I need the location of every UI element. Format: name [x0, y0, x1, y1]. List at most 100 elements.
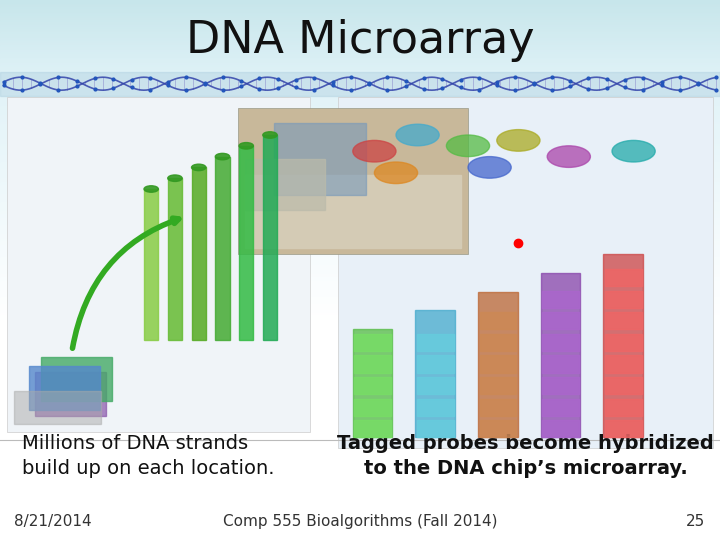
Bar — [0, 177, 720, 178]
Bar — [7, 97, 310, 432]
Bar — [0, 209, 720, 211]
Bar — [0, 169, 720, 171]
Bar — [0, 231, 720, 232]
Ellipse shape — [446, 135, 490, 157]
Bar — [0, 212, 720, 214]
Bar — [0, 200, 720, 201]
Bar — [0, 482, 720, 484]
Bar — [0, 389, 720, 390]
Bar — [353, 329, 392, 437]
Ellipse shape — [168, 175, 182, 181]
Bar — [0, 185, 720, 187]
Bar — [0, 166, 720, 167]
Bar — [0, 77, 720, 79]
Bar — [0, 450, 720, 452]
Bar — [0, 484, 720, 486]
Bar — [0, 119, 720, 120]
Bar — [0, 263, 720, 265]
Bar — [0, 308, 720, 309]
Ellipse shape — [374, 162, 418, 184]
Bar — [0, 423, 720, 425]
Bar — [0, 292, 720, 293]
Bar — [417, 334, 454, 351]
Bar — [0, 9, 720, 11]
Bar — [354, 355, 391, 373]
Bar — [0, 498, 720, 501]
Bar — [0, 56, 720, 58]
Bar — [0, 441, 720, 443]
Bar — [0, 131, 720, 133]
Bar — [0, 299, 720, 301]
Bar — [0, 508, 720, 509]
Bar — [0, 427, 720, 428]
Bar — [0, 538, 720, 540]
Bar — [0, 328, 720, 329]
Bar — [0, 144, 720, 146]
Text: 25: 25 — [686, 514, 706, 529]
Bar — [0, 191, 720, 193]
Bar — [0, 38, 720, 39]
Bar — [0, 396, 720, 398]
Bar — [0, 528, 720, 529]
Bar — [0, 347, 720, 349]
Bar — [0, 120, 720, 123]
Bar — [605, 334, 642, 351]
Bar — [0, 171, 720, 173]
Bar — [0, 211, 720, 212]
Bar — [0, 99, 720, 101]
Bar — [542, 420, 579, 437]
Bar — [0, 525, 720, 528]
Ellipse shape — [497, 130, 540, 151]
Bar — [0, 506, 720, 508]
Bar — [0, 380, 720, 382]
Bar — [0, 187, 720, 189]
Bar — [603, 254, 643, 437]
Bar — [0, 265, 720, 266]
Bar — [480, 334, 516, 351]
Bar — [0, 282, 720, 285]
Ellipse shape — [192, 164, 206, 171]
Bar — [605, 355, 642, 373]
Bar — [0, 437, 720, 439]
Bar — [0, 340, 720, 342]
Bar — [0, 139, 720, 140]
Bar — [0, 214, 720, 216]
Bar — [0, 295, 720, 297]
Bar — [0, 198, 720, 200]
Bar — [0, 306, 720, 308]
Bar — [168, 178, 182, 340]
Bar — [0, 79, 720, 81]
Text: Comp 555 Bioalgorithms (Fall 2014): Comp 555 Bioalgorithms (Fall 2014) — [222, 514, 498, 529]
Bar — [541, 273, 580, 437]
Bar — [0, 274, 720, 275]
Bar — [0, 113, 720, 115]
Bar — [0, 180, 720, 182]
Bar — [0, 20, 720, 22]
Bar — [0, 117, 720, 119]
Bar — [0, 447, 720, 448]
Bar — [0, 490, 720, 491]
Bar — [0, 173, 720, 174]
Bar — [0, 371, 720, 373]
Bar — [0, 331, 720, 333]
Bar — [0, 63, 720, 65]
Bar — [480, 312, 516, 329]
Bar — [417, 399, 454, 416]
Bar — [0, 140, 720, 142]
Bar — [0, 146, 720, 147]
Bar — [0, 261, 720, 263]
Bar — [0, 346, 720, 347]
Bar — [0, 247, 720, 248]
Bar — [0, 448, 720, 450]
Bar — [417, 420, 454, 437]
Bar — [0, 315, 720, 317]
Bar — [0, 88, 720, 90]
Bar — [0, 39, 720, 42]
Bar — [605, 377, 642, 394]
Bar — [0, 491, 720, 493]
Bar — [0, 293, 720, 295]
Bar — [0, 110, 720, 112]
Bar — [0, 394, 720, 396]
Bar — [0, 58, 720, 59]
Bar — [0, 228, 720, 231]
